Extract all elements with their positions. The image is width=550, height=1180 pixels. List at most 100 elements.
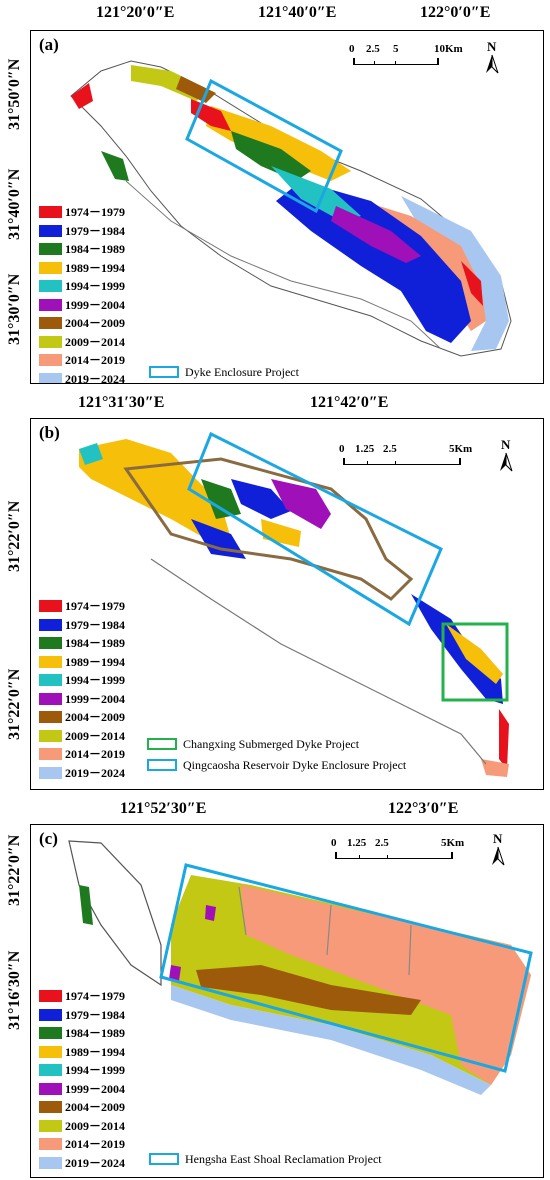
project-legend-b1: Changxing Submerged Dyke Project: [147, 736, 359, 752]
patch-1984-1989-b: [201, 479, 241, 519]
project-legend-c: Hengsha East Shoal Reclamation Project: [149, 1151, 382, 1167]
legend-label: 1989－1994: [65, 1044, 126, 1059]
dyke-enclosure-rect-a: [185, 78, 343, 214]
lat-tick-a-1: 31°50′0″N: [6, 58, 23, 130]
legend-swatch: [39, 1119, 62, 1132]
lat-tick-a-3: 31°30′0″N: [6, 273, 23, 345]
scale-tick-a-2: [395, 61, 396, 65]
legend-swatch: [39, 280, 62, 292]
legend-label: 2019－2024: [65, 371, 126, 384]
legend-label: 1994－1999: [65, 673, 126, 687]
legend-label: 1979－1984: [65, 1007, 126, 1022]
legend-label: 1979－1984: [65, 223, 126, 238]
patch-1979-1984-east: [411, 594, 503, 704]
legend-label: 1999－2004: [65, 691, 126, 706]
patch-1974-1979-south: [461, 261, 483, 306]
legend-label: 1989－1994: [65, 260, 126, 275]
legend-swatch: [39, 317, 62, 329]
legend-swatch: [39, 261, 62, 274]
shoal-outline-b: [150, 558, 487, 765]
legend-label: 1989－1994: [65, 654, 126, 669]
lon-tick-a-2: 121°40′0″E: [258, 4, 337, 21]
scale-num-c-3: 5Km: [441, 837, 465, 849]
legend-swatch: [39, 711, 62, 723]
legend-label: 2014－2019: [65, 353, 126, 367]
patch-1999-2004-c: [205, 905, 216, 921]
legend-swatch: [39, 692, 62, 705]
legend-label: 2014－2019: [65, 747, 126, 761]
legend-label: 2014－2019: [65, 1137, 126, 1151]
map-panel-a: (a) 0 2.5 5 10Km N 1974－1979 1979－1984 1…: [30, 30, 544, 384]
lon-tick-b-1: 121°31′30″E: [78, 394, 165, 411]
project-swatch-green: [147, 738, 177, 751]
legend-label: 2019－2024: [65, 1155, 126, 1170]
legend-swatch: [39, 335, 62, 348]
scale-bar-b: 0 1.25 2.5 5Km: [339, 443, 474, 469]
scale-tick-c-1: [359, 855, 360, 859]
map-panel-c: (c) 0 1.25 2.5 5Km N 1974－1979 1979－1984…: [30, 824, 544, 1178]
lon-tick-c-2: 122°3′0″E: [388, 800, 459, 817]
legend-swatch: [39, 224, 62, 237]
scale-tick-a-1: [374, 61, 375, 65]
scale-tick-b-3: [459, 458, 461, 465]
scale-num-c-1: 1.25: [347, 837, 367, 849]
scale-tick-c-0: [335, 852, 337, 859]
patch-2004-2009-c: [196, 965, 421, 1015]
legend-swatch: [39, 674, 62, 686]
legend-swatch: [39, 1064, 62, 1076]
reservoir-rect: [187, 431, 443, 627]
panel-label-c: (c): [39, 829, 58, 848]
legend-label: 1974－1979: [65, 599, 126, 613]
patch-2019-2024-c: [171, 985, 491, 1095]
dyke-lines-c: [238, 886, 412, 976]
legend-swatch: [39, 372, 62, 383]
lon-tick-b-2: 121°42′0″E: [310, 394, 389, 411]
legend-swatch: [39, 729, 62, 742]
legend-swatch: [39, 618, 62, 631]
scale-line-c: [335, 852, 451, 859]
project-label-c: Hengsha East Shoal Reclamation Project: [185, 1151, 382, 1166]
legend-swatch: [39, 1082, 62, 1095]
legend-swatch: [39, 1045, 62, 1058]
legend-swatch: [39, 206, 62, 218]
scale-tick-c-2: [387, 855, 388, 859]
legend-swatch: [39, 1008, 62, 1021]
panel-label-b: (b): [39, 423, 60, 442]
north-arrow-icon: [486, 54, 499, 74]
scale-num-b-1: 1.25: [355, 443, 375, 455]
map-panel-b: (b) 0 1.25 2.5 5Km N 1974－1979 1979－1984…: [30, 418, 544, 790]
legend-swatch: [39, 1101, 62, 1113]
scale-bar-c: 0 1.25 2.5 5Km: [331, 837, 466, 863]
legend-swatch: [39, 600, 62, 612]
scale-num-b-0: 0: [339, 443, 345, 455]
changxing-rect: [441, 622, 509, 702]
legend-swatch: [39, 655, 62, 668]
patch-1999-2004-b: [271, 479, 331, 529]
north-label-b: N: [501, 437, 511, 452]
legend-swatch: [39, 748, 62, 760]
legend-label: 2004－2009: [65, 710, 126, 724]
scale-tick-b-1: [367, 461, 368, 465]
patch-1989-1994-mid: [261, 519, 301, 547]
lat-tick-a-2: 31°40′0″N: [6, 168, 23, 240]
legend-label: 1999－2004: [65, 1081, 126, 1096]
legend-label: 2019－2024: [65, 765, 126, 780]
project-legend-b2: Qingcaosha Reservoir Dyke Enclosure Proj…: [147, 757, 406, 773]
patch-1989-1994: [206, 106, 351, 181]
legend-label: 1984－1989: [65, 636, 126, 650]
scale-num-c-2: 2.5: [375, 837, 389, 849]
legend-label: 1984－1989: [65, 242, 126, 256]
lat-tick-c-2: 31°16′30″N: [6, 950, 23, 1030]
legend-swatch: [39, 298, 62, 311]
legend-label: 1994－1999: [65, 279, 126, 293]
legend-swatch: [39, 1027, 62, 1039]
scale-tick-a-3: [437, 58, 439, 65]
lat-tick-c-1: 31°22′0″N: [6, 834, 23, 906]
scale-tick-b-0: [343, 458, 345, 465]
project-label-b1: Changxing Submerged Dyke Project: [183, 736, 360, 751]
legend-swatch: [39, 1156, 62, 1169]
north-arrow-a: N: [483, 39, 501, 75]
north-arrow-c: N: [489, 831, 507, 867]
project-label-b2: Qingcaosha Reservoir Dyke Enclosure Proj…: [183, 757, 407, 772]
legend-swatch: [39, 766, 62, 779]
